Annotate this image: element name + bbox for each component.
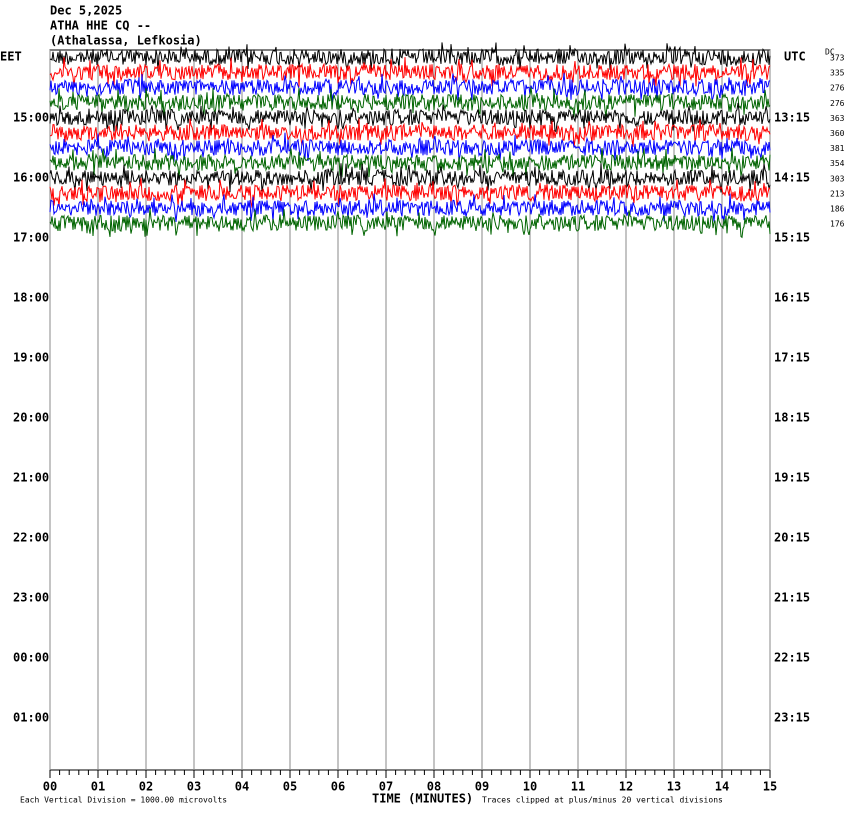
x-tick-label: 02 <box>139 780 153 794</box>
footer-right: Traces clipped at plus/minus 20 vertical… <box>482 796 723 805</box>
trace <box>49 208 771 239</box>
dc-label: DC <box>825 48 835 57</box>
x-tick-label: 12 <box>619 780 633 794</box>
x-tick-label: 13 <box>667 780 681 794</box>
dc-value: 276 <box>830 84 845 93</box>
x-tick-label: 09 <box>475 780 489 794</box>
x-tick-label: 07 <box>379 780 393 794</box>
footer-left: Each Vertical Division = 1000.00 microvo… <box>20 796 227 805</box>
x-tick-label: 06 <box>331 780 345 794</box>
dc-value: 213 <box>830 189 845 198</box>
dc-value: 354 <box>830 159 845 168</box>
x-tick-label: 00 <box>43 780 57 794</box>
dc-value: 176 <box>830 220 845 229</box>
dc-value: 363 <box>830 114 845 123</box>
left-axis-label: EET <box>0 50 22 64</box>
right-time-label: 21:15 <box>774 591 810 605</box>
left-time-label: 17:00 <box>13 231 49 245</box>
trace <box>49 42 771 72</box>
plot-frame <box>49 49 771 771</box>
x-tick-label: 10 <box>523 780 537 794</box>
left-time-label: 16:00 <box>13 171 49 185</box>
right-time-label: 15:15 <box>774 231 810 245</box>
dc-value: 303 <box>830 174 845 183</box>
location: (Athalassa, Lefkosia) <box>50 34 202 48</box>
right-time-label: 18:15 <box>774 411 810 425</box>
x-axis-label: TIME (MINUTES) <box>372 792 473 806</box>
x-tick-label: 04 <box>235 780 249 794</box>
dc-value: 373 <box>830 54 845 63</box>
left-time-label: 19:00 <box>13 351 49 365</box>
x-tick-label: 01 <box>91 780 105 794</box>
dc-value: 186 <box>830 205 845 214</box>
x-tick-label: 15 <box>763 780 777 794</box>
right-time-label: 14:15 <box>774 171 810 185</box>
right-time-label: 13:15 <box>774 111 810 125</box>
right-time-label: 20:15 <box>774 531 810 545</box>
right-time-label: 17:15 <box>774 351 810 365</box>
dc-value: 276 <box>830 99 845 108</box>
right-time-label: 16:15 <box>774 291 810 305</box>
x-tick-label: 05 <box>283 780 297 794</box>
right-axis-label: UTC <box>784 50 806 64</box>
x-tick-label: 14 <box>715 780 729 794</box>
trace <box>49 132 771 162</box>
trace <box>49 87 771 118</box>
left-time-label: 15:00 <box>13 111 49 125</box>
trace <box>49 102 771 133</box>
left-time-label: 01:00 <box>13 711 49 725</box>
right-time-label: 23:15 <box>774 711 810 725</box>
dc-value: 381 <box>830 144 845 153</box>
left-time-label: 18:00 <box>13 291 49 305</box>
date: Dec 5,2025 <box>50 4 122 18</box>
right-time-label: 22:15 <box>774 651 810 665</box>
x-tick-label: 11 <box>571 780 585 794</box>
dc-value: 335 <box>830 69 845 78</box>
left-time-label: 20:00 <box>13 411 49 425</box>
dc-value: 360 <box>830 129 845 138</box>
x-tick-label: 08 <box>427 780 441 794</box>
left-time-label: 23:00 <box>13 591 49 605</box>
trace <box>49 163 771 193</box>
x-tick-label: 03 <box>187 780 201 794</box>
trace <box>49 147 771 178</box>
trace <box>49 193 771 223</box>
trace <box>49 177 771 208</box>
right-time-label: 19:15 <box>774 471 810 485</box>
trace <box>49 118 771 148</box>
trace <box>49 72 771 103</box>
trace <box>49 57 771 87</box>
left-time-label: 21:00 <box>13 471 49 485</box>
left-time-label: 00:00 <box>13 651 49 665</box>
left-time-label: 22:00 <box>13 531 49 545</box>
station: ATHA HHE CQ -- <box>50 19 151 33</box>
